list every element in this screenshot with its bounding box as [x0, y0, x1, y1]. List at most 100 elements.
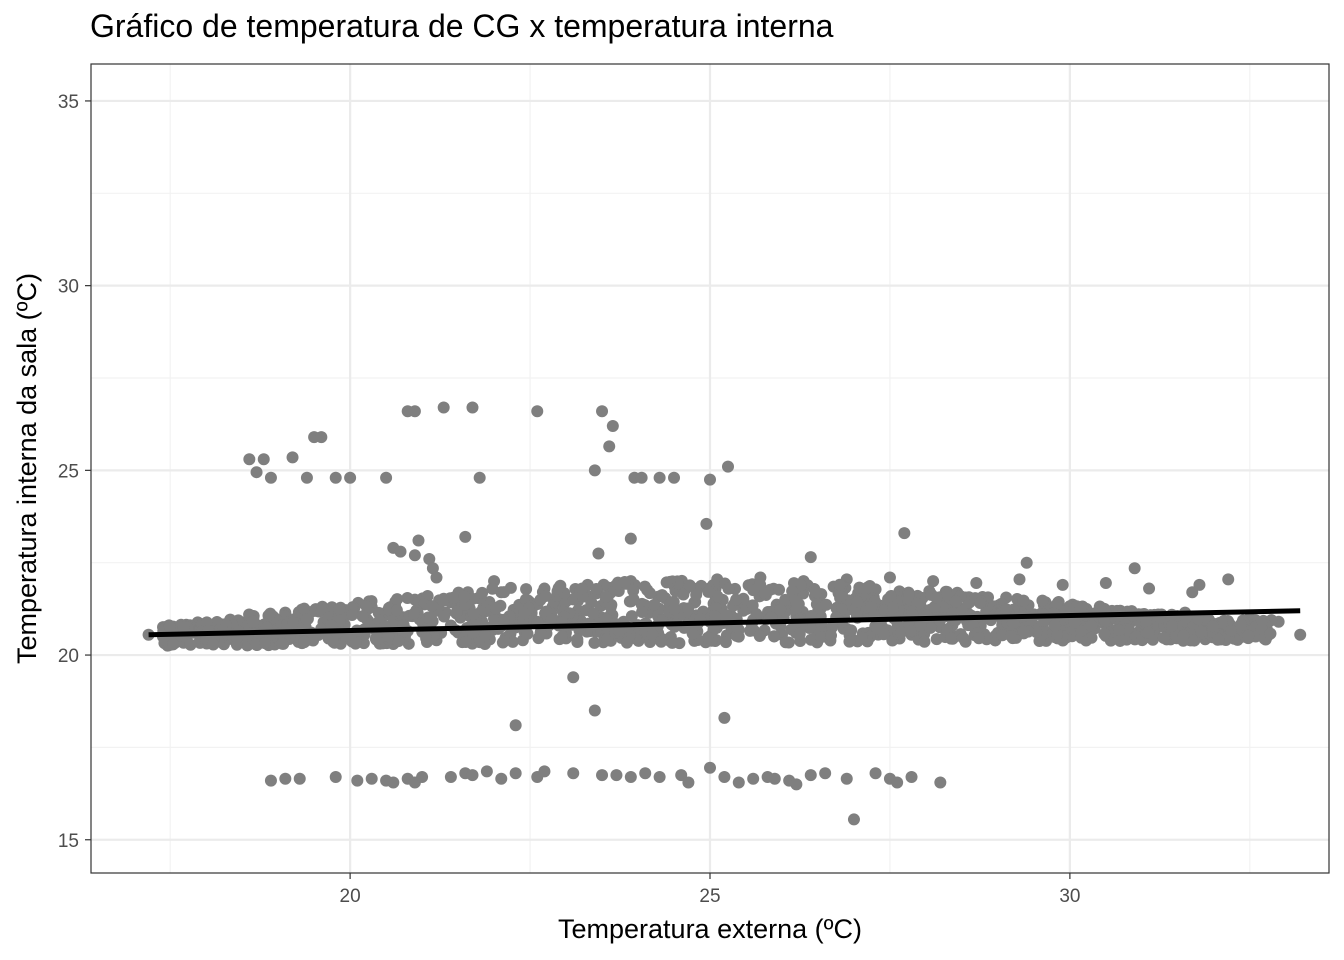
data-point: [576, 582, 589, 595]
data-point: [588, 464, 601, 477]
data-point: [1099, 577, 1112, 590]
data-point: [356, 610, 369, 623]
data-point: [753, 629, 766, 642]
y-tick-label: 35: [58, 92, 79, 113]
data-point: [886, 601, 899, 614]
data-point: [466, 769, 479, 782]
data-point: [552, 582, 565, 595]
axes: 20 25 30 15 20 25 30 35: [58, 92, 1081, 907]
data-point: [538, 765, 551, 778]
data-point: [825, 629, 838, 642]
data-point: [804, 551, 817, 564]
data-point: [701, 631, 714, 644]
data-point: [1177, 634, 1190, 647]
data-point: [702, 585, 715, 598]
y-tick-label: 30: [58, 277, 79, 298]
data-point: [809, 585, 822, 598]
data-point: [478, 629, 491, 642]
data-point: [768, 630, 781, 643]
data-point: [184, 638, 197, 651]
data-point: [1113, 624, 1126, 637]
data-point: [1255, 622, 1268, 635]
data-point: [495, 772, 508, 785]
data-point: [1007, 616, 1020, 629]
x-tick-label: 25: [699, 886, 720, 907]
data-point: [1074, 602, 1087, 615]
data-point: [914, 619, 927, 632]
data-point: [970, 577, 983, 590]
trend-line-group: [148, 608, 1301, 638]
data-point: [884, 590, 897, 603]
data-point: [329, 770, 342, 783]
data-point: [408, 607, 421, 620]
data-point: [1017, 594, 1030, 607]
data-point: [843, 635, 856, 648]
data-point: [509, 767, 522, 780]
data-point: [167, 638, 180, 651]
data-point: [1294, 628, 1307, 641]
data-point: [1020, 556, 1033, 569]
data-point: [243, 453, 256, 466]
data-point: [390, 604, 403, 617]
data-point: [531, 405, 544, 418]
data-point: [246, 615, 259, 628]
data-point: [382, 630, 395, 643]
data-point: [423, 553, 436, 566]
data-point: [344, 471, 357, 484]
data-point: [300, 613, 313, 626]
data-point: [648, 598, 661, 611]
data-point: [721, 460, 734, 473]
data-point: [1188, 634, 1201, 647]
data-point: [276, 637, 289, 650]
data-point: [467, 608, 480, 621]
data-point: [620, 636, 633, 649]
data-point: [370, 633, 383, 646]
x-tick-label: 30: [1059, 886, 1080, 907]
data-point: [567, 767, 580, 780]
data-point: [891, 776, 904, 789]
data-point: [861, 581, 874, 594]
data-point: [476, 586, 489, 599]
data-point: [718, 770, 731, 783]
data-point: [974, 596, 987, 609]
data-point: [646, 628, 659, 641]
data-point: [883, 571, 896, 584]
data-point: [793, 627, 806, 640]
y-tick-label: 20: [58, 646, 79, 667]
data-point: [1128, 562, 1141, 575]
data-point: [1142, 626, 1155, 639]
data-point: [450, 605, 463, 618]
data-point: [928, 600, 941, 613]
x-tick-label: 20: [340, 886, 361, 907]
data-point: [555, 630, 568, 643]
data-point: [686, 627, 699, 640]
data-point: [732, 776, 745, 789]
data-point: [653, 471, 666, 484]
data-point: [486, 582, 499, 595]
data-point: [720, 609, 733, 622]
data-point: [675, 769, 688, 782]
data-point: [300, 471, 313, 484]
data-point: [1048, 619, 1061, 632]
data-point: [504, 581, 517, 594]
data-point: [346, 608, 359, 621]
data-point: [1013, 573, 1026, 586]
data-point: [498, 635, 511, 648]
data-point: [847, 813, 860, 826]
grid-lines: [91, 64, 1329, 873]
data-point: [420, 632, 433, 645]
data-point: [437, 401, 450, 414]
data-point: [264, 607, 277, 620]
data-point: [458, 590, 471, 603]
data-point: [466, 401, 479, 414]
data-point: [639, 767, 652, 780]
data-point: [833, 578, 846, 591]
data-point: [1157, 631, 1170, 644]
data-point: [779, 593, 792, 606]
data-point: [804, 769, 817, 782]
data-point: [936, 601, 949, 614]
data-point: [1186, 586, 1199, 599]
data-point: [682, 776, 695, 789]
data-point: [636, 606, 649, 619]
data-point: [624, 532, 637, 545]
